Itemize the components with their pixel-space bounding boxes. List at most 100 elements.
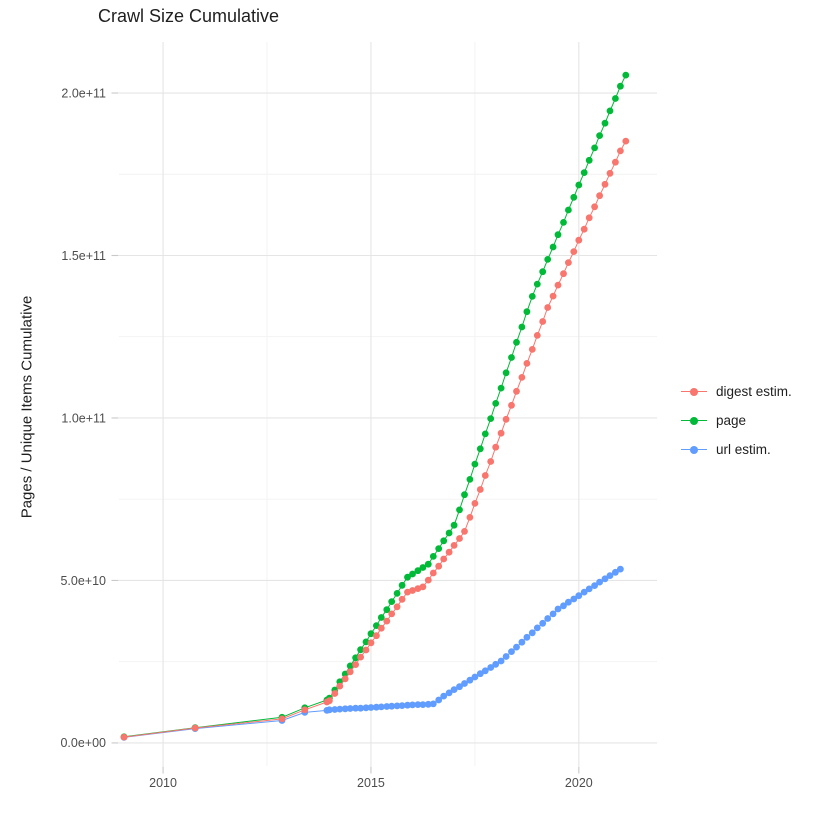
data-point <box>367 630 375 638</box>
data-point <box>388 702 396 710</box>
data-point <box>606 572 614 579</box>
y-tick-label: 1.5e+11 <box>61 249 106 263</box>
data-point <box>429 569 437 577</box>
data-point <box>414 701 422 708</box>
data-point <box>445 548 453 556</box>
data-point <box>518 374 526 381</box>
data-point <box>341 705 349 713</box>
data-point <box>596 132 603 140</box>
data-point <box>533 624 541 632</box>
data-point <box>518 638 526 646</box>
data-point <box>544 256 552 263</box>
data-point <box>528 346 536 353</box>
data-point <box>591 144 598 152</box>
data-point <box>565 206 572 214</box>
data-point <box>450 686 458 693</box>
data-point <box>513 387 520 395</box>
data-point <box>367 639 375 647</box>
data-point <box>383 606 391 614</box>
data-point <box>544 615 552 622</box>
data-point <box>487 664 495 671</box>
data-point <box>601 119 609 127</box>
data-point <box>575 181 583 189</box>
data-point <box>539 619 547 627</box>
data-point <box>440 692 448 700</box>
data-point <box>508 648 515 655</box>
data-point <box>539 268 547 276</box>
data-point <box>601 180 609 188</box>
data-point <box>278 715 286 723</box>
data-point <box>346 705 354 712</box>
data-point <box>383 703 391 710</box>
data-point <box>513 643 520 651</box>
data-point <box>461 491 468 499</box>
data-point <box>476 445 484 453</box>
data-point <box>596 578 603 586</box>
data-point <box>435 562 443 570</box>
data-point <box>429 700 437 708</box>
data-point <box>492 400 500 407</box>
data-point <box>409 701 416 709</box>
data-point <box>560 270 567 278</box>
data-point <box>450 521 458 529</box>
data-point <box>523 633 531 641</box>
data-point <box>533 332 541 339</box>
data-point <box>492 660 500 668</box>
data-point <box>502 415 510 423</box>
data-point <box>570 595 578 603</box>
data-point <box>554 605 562 613</box>
data-point <box>461 528 468 535</box>
data-point <box>393 590 401 597</box>
data-point <box>352 704 359 712</box>
data-point <box>487 458 495 465</box>
legend-key-icon <box>681 387 707 397</box>
data-point <box>393 702 401 710</box>
legend-label: digest estim. <box>716 384 792 399</box>
data-point <box>622 71 630 79</box>
data-point <box>466 514 474 521</box>
data-point <box>456 535 463 542</box>
data-point <box>352 661 359 668</box>
legend-key-icon <box>681 416 707 426</box>
data-point <box>377 703 385 711</box>
data-point <box>528 293 536 300</box>
data-point <box>476 486 484 493</box>
y-tick-label: 0.0e+00 <box>60 736 106 750</box>
data-point <box>404 573 411 581</box>
data-point <box>549 610 557 618</box>
data-point <box>419 583 427 591</box>
data-point <box>518 323 526 331</box>
legend-label: page <box>716 413 747 428</box>
data-point <box>533 280 541 288</box>
data-point <box>346 662 354 670</box>
data-point <box>362 646 370 654</box>
legend-item: page <box>681 406 792 435</box>
data-point <box>612 568 619 576</box>
data-point <box>580 588 588 596</box>
data-point <box>575 592 583 600</box>
data-point <box>580 169 588 177</box>
data-point <box>570 248 578 256</box>
data-point <box>357 704 364 712</box>
data-point <box>585 585 593 593</box>
data-point <box>445 689 453 697</box>
legend-point-icon <box>690 387 698 396</box>
data-point <box>471 673 479 681</box>
data-point <box>528 629 536 637</box>
data-point <box>456 506 463 514</box>
data-point <box>301 706 309 714</box>
data-point <box>565 598 572 606</box>
data-point <box>409 587 416 594</box>
chart-title: Crawl Size Cumulative <box>98 6 280 26</box>
series-digest-estim <box>120 137 630 741</box>
data-point <box>481 472 489 479</box>
data-point <box>414 567 422 575</box>
data-point <box>461 680 468 687</box>
x-tick-label: 2010 <box>149 776 177 790</box>
y-tick-label: 1.0e+11 <box>61 411 106 425</box>
legend-item: url estim. <box>681 435 792 464</box>
data-point <box>580 225 588 233</box>
data-point <box>377 624 385 632</box>
data-point <box>481 430 489 438</box>
panel-background <box>119 42 657 766</box>
